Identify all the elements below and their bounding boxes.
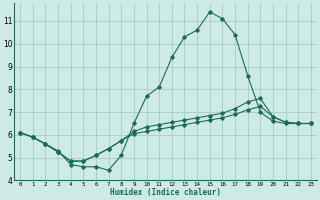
- X-axis label: Humidex (Indice chaleur): Humidex (Indice chaleur): [110, 188, 221, 197]
